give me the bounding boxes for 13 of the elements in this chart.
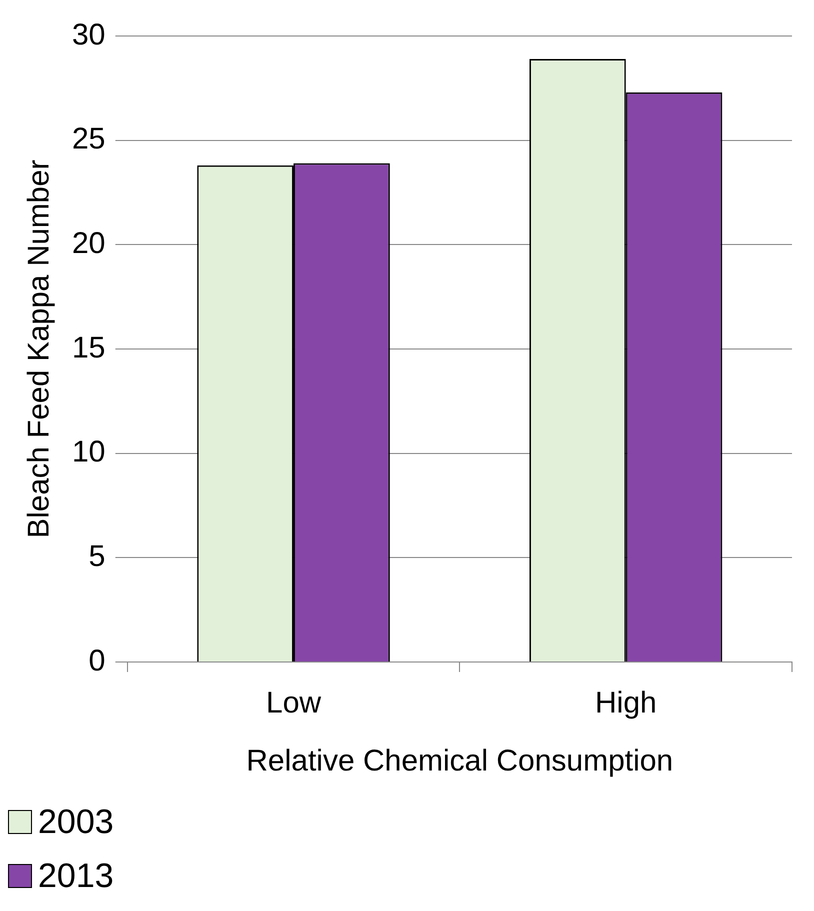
legend-label: 2013 <box>38 856 114 896</box>
y-tick-label: 25 <box>72 122 106 156</box>
y-tick-label: 20 <box>72 226 106 260</box>
y-tick-label: 10 <box>72 436 106 469</box>
x-tick-label: High <box>594 686 657 720</box>
y-tick-label: 15 <box>72 331 106 364</box>
legend-label: 2003 <box>38 802 114 842</box>
x-tick-label: Low <box>266 686 322 720</box>
y-tick-label: 30 <box>72 18 106 52</box>
y-tick-label: 5 <box>88 540 106 573</box>
x-axis-title: Relative Chemical Consumption <box>246 744 674 778</box>
y-axis-title: Bleach Feed Kappa Number <box>22 160 56 538</box>
y-tick-label: 0 <box>88 644 106 678</box>
